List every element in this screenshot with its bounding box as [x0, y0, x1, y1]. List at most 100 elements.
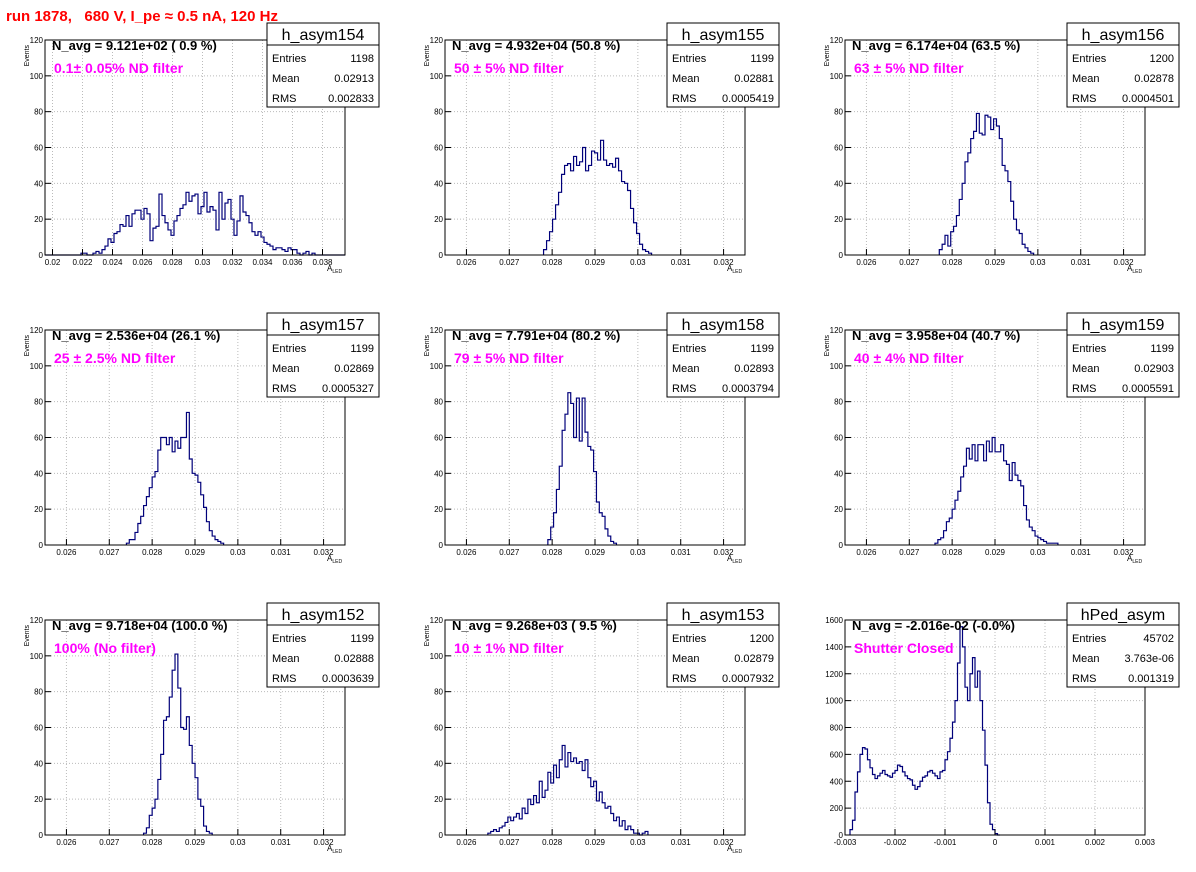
y-tick-label: 60	[34, 144, 43, 153]
y-tick-label: 800	[830, 724, 844, 733]
stats-value-entries: 1199	[350, 343, 374, 355]
x-tick-label: 0.031	[671, 548, 692, 557]
y-tick-label: 100	[830, 72, 844, 81]
x-tick-label: 0.026	[56, 838, 77, 847]
y-tick-label: 0	[39, 541, 44, 550]
y-tick-label: 100	[430, 652, 444, 661]
y-tick-label: 0	[39, 251, 44, 260]
x-tick-label: 0.026	[456, 548, 477, 557]
histogram-name: h_asym153	[682, 607, 765, 624]
stats-box-frame	[666, 602, 780, 688]
page-title: run 1878, 680 V, I_pe ≈ 0.5 nA, 120 Hz	[6, 8, 278, 25]
x-tick-label: 0.03	[1030, 258, 1046, 267]
stats-value-mean: 0.02888	[334, 653, 374, 665]
stats-box: hPed_asym Entries 45702 Mean 3.763e-06 RMS 0.0…	[1066, 602, 1180, 688]
y-tick-label: 120	[30, 616, 44, 625]
histogram-name: h_asym155	[682, 27, 765, 44]
x-axis-label: ALED	[327, 554, 342, 565]
x-tick-label: 0.03	[630, 258, 646, 267]
stats-value-entries: 1199	[750, 343, 774, 355]
filter-label: 79 ± 5% ND filter	[454, 350, 564, 366]
n-avg-label: N_avg = 2.536e+04 (26.1 %)	[52, 328, 220, 343]
y-tick-label: 20	[34, 215, 43, 224]
y-tick-label: 40	[434, 469, 443, 478]
stats-key-mean: Mean	[272, 653, 300, 665]
x-tick-label: 0.026	[56, 548, 77, 557]
histogram-name: h_asym152	[282, 607, 365, 624]
stats-key-entries: Entries	[272, 343, 307, 355]
x-tick-label: 0.036	[282, 258, 303, 267]
y-tick-label: 40	[34, 759, 43, 768]
x-tick-label: 0.034	[252, 258, 273, 267]
y-axis-label: Events	[824, 45, 831, 67]
stats-key-mean: Mean	[672, 73, 700, 85]
x-tick-label: 0.028	[542, 258, 563, 267]
stats-key-rms: RMS	[272, 93, 296, 105]
x-tick-label: 0.027	[899, 258, 920, 267]
histogram-line	[487, 744, 649, 836]
histogram-name: h_asym159	[1082, 317, 1165, 334]
y-tick-label: 120	[430, 326, 444, 335]
histogram-panel-h_asym157: 0.026 0.027 0.028 0.029 0.03 0.031 0.032 0 20 40 6…	[24, 312, 380, 565]
x-tick-label: 0.032	[314, 838, 335, 847]
stats-value-entries: 1199	[1150, 343, 1174, 355]
stats-key-rms: RMS	[1072, 383, 1096, 395]
x-tick-label: 0.026	[456, 838, 477, 847]
x-tick-label: 0.026	[132, 258, 153, 267]
stats-key-entries: Entries	[272, 633, 307, 645]
stats-value-entries: 1199	[350, 633, 374, 645]
y-tick-label: 120	[830, 326, 844, 335]
stats-box: h_asym156 Entries 1200 Mean 0.02878 RMS 0.0004…	[1066, 22, 1180, 108]
x-tick-label: 0.032	[314, 548, 335, 557]
y-tick-label: 0	[439, 541, 444, 550]
stats-box: h_asym159 Entries 1199 Mean 0.02903 RMS 0.0005…	[1066, 312, 1180, 398]
x-tick-label: 0.001	[1035, 838, 1056, 847]
y-tick-label: 40	[434, 179, 443, 188]
stats-value-entries: 1200	[750, 633, 774, 645]
stats-key-entries: Entries	[1072, 633, 1107, 645]
stats-value-mean: 0.02869	[334, 363, 374, 375]
filter-label: 50 ± 5% ND filter	[454, 60, 564, 76]
x-tick-label: 0.032	[222, 258, 243, 267]
y-tick-label: 400	[830, 777, 844, 786]
n-avg-label: N_avg = 9.268e+03 ( 9.5 %)	[452, 618, 617, 633]
y-tick-label: 100	[430, 362, 444, 371]
stats-key-entries: Entries	[1072, 53, 1107, 65]
stats-key-rms: RMS	[272, 383, 296, 395]
stats-value-rms: 0.0003794	[722, 383, 774, 395]
y-tick-label: 60	[834, 144, 843, 153]
y-axis-label: Events	[24, 335, 31, 357]
y-tick-label: 100	[30, 72, 44, 81]
stats-value-mean: 0.02881	[734, 73, 774, 85]
histogram-line	[547, 392, 618, 545]
x-tick-label: 0.028	[162, 258, 183, 267]
histogram-name: hPed_asym	[1081, 607, 1166, 624]
x-tick-label: 0.032	[714, 548, 735, 557]
stats-key-entries: Entries	[672, 343, 707, 355]
histogram-line	[45, 191, 345, 256]
x-tick-label: 0.028	[142, 838, 163, 847]
x-tick-label: 0.031	[1071, 548, 1092, 557]
stats-box-frame	[1066, 602, 1180, 688]
x-tick-label: 0.029	[585, 258, 606, 267]
x-tick-label: 0.031	[1071, 258, 1092, 267]
stats-key-mean: Mean	[1072, 653, 1100, 665]
stats-value-entries: 1200	[1150, 53, 1174, 65]
y-tick-label: 80	[34, 398, 43, 407]
histogram-name: h_asym158	[682, 317, 765, 334]
y-tick-label: 80	[34, 108, 43, 117]
histogram-panel-h_asym154: 0.02 0.022 0.024 0.026 0.028 0.03 0.032 0.034 0.…	[24, 22, 380, 275]
x-tick-label: 0.03	[195, 258, 211, 267]
y-axis-label: Events	[24, 45, 31, 67]
stats-value-mean: 0.02879	[734, 653, 774, 665]
stats-value-rms: 0.0005419	[722, 93, 774, 105]
y-tick-label: 20	[34, 505, 43, 514]
x-tick-label: 0.029	[585, 838, 606, 847]
y-tick-label: 120	[30, 36, 44, 45]
y-tick-label: 20	[34, 795, 43, 804]
stats-key-rms: RMS	[672, 673, 696, 685]
x-tick-label: 0.029	[985, 548, 1006, 557]
y-tick-label: 60	[434, 434, 443, 443]
stats-key-mean: Mean	[672, 653, 700, 665]
